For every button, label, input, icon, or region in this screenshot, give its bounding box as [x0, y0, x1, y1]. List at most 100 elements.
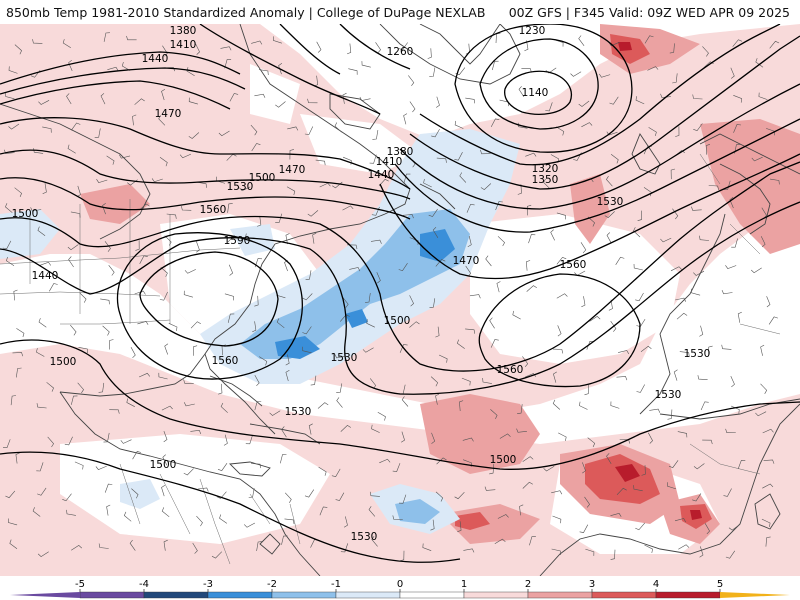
wind-barb — [361, 61, 371, 68]
wind-barb — [132, 451, 142, 460]
wind-barb — [130, 347, 136, 359]
wind-barb — [678, 544, 690, 550]
wind-barb — [725, 550, 736, 559]
wind-barb — [409, 237, 419, 245]
wind-barb — [42, 126, 52, 133]
wind-barb — [14, 44, 22, 55]
wind-barb — [408, 75, 415, 86]
wind-barb — [700, 401, 709, 411]
wind-barb — [699, 325, 704, 337]
wind-barb — [304, 489, 315, 498]
wind-barb — [660, 237, 672, 243]
wind-barb — [462, 437, 474, 442]
wind-barb — [584, 496, 590, 508]
wind-barb — [131, 488, 139, 499]
wind-barb — [32, 39, 43, 44]
warm-anomaly-strong — [455, 34, 712, 530]
wind-barb — [497, 514, 509, 519]
contour-label: 1500 — [384, 315, 411, 327]
wind-barb — [378, 178, 389, 187]
wind-barb — [184, 269, 196, 274]
wind-barb — [39, 261, 52, 266]
wind-barb — [227, 313, 235, 323]
wind-barb — [16, 367, 22, 378]
wind-barb — [522, 481, 533, 489]
wind-barb — [436, 96, 440, 108]
wind-barb — [454, 120, 464, 129]
wind-barb — [604, 211, 615, 218]
wind-barbs — [2, 32, 780, 562]
wind-barb — [554, 39, 564, 47]
contour-label: 1530 — [227, 181, 254, 193]
wind-barb — [308, 423, 313, 435]
wind-barb — [454, 491, 465, 500]
contour-label: 1530 — [331, 352, 358, 364]
wind-barb — [368, 506, 376, 517]
wind-barb — [287, 126, 299, 131]
wind-barb — [599, 73, 611, 78]
wind-barb — [641, 465, 646, 476]
wind-barb — [702, 439, 713, 445]
colorbar-band — [399, 591, 465, 599]
wind-barb — [606, 453, 612, 465]
wind-barb — [516, 428, 527, 433]
wind-barb — [192, 345, 198, 356]
wind-barb — [106, 155, 115, 165]
wind-barb — [186, 67, 195, 76]
wind-barb — [648, 127, 657, 136]
wind-barb — [543, 466, 555, 472]
wind-barb — [436, 457, 447, 465]
wind-barb — [254, 93, 266, 98]
wind-barb — [342, 92, 347, 104]
colorbar-tick-label: -5 — [75, 579, 85, 590]
wind-barb — [218, 383, 223, 395]
wind-barb — [5, 490, 16, 499]
wind-barb — [610, 321, 617, 332]
contour-label: 1560 — [560, 259, 587, 271]
wind-barb — [435, 393, 440, 405]
wind-barb — [693, 123, 703, 132]
wind-barb — [342, 297, 349, 308]
wind-barb — [302, 346, 312, 354]
wind-barb — [725, 428, 736, 434]
wind-barb — [692, 493, 702, 502]
wind-barb — [526, 285, 537, 292]
contour-label: 1230 — [519, 25, 546, 37]
wind-barb — [9, 539, 18, 550]
wind-barb — [183, 468, 194, 476]
colorbar-tick-label: -1 — [331, 579, 341, 590]
wind-barb — [768, 316, 778, 325]
colorbar: -5 -4 -3 -2 -1 0 1 2 3 4 5 — [0, 576, 800, 600]
wind-barb — [480, 183, 492, 190]
wind-barb — [126, 398, 135, 407]
wind-barb — [312, 232, 317, 244]
wind-barb — [5, 92, 15, 100]
wind-barb — [251, 143, 261, 152]
wind-barb — [705, 144, 710, 155]
wind-barb — [14, 187, 22, 198]
wind-barb — [272, 36, 282, 44]
wind-barb — [579, 524, 589, 533]
wind-barb — [579, 401, 588, 410]
wind-barb — [36, 403, 47, 409]
wind-barb — [552, 348, 564, 354]
wind-barb — [644, 35, 654, 44]
colorbar-left-arrow — [10, 592, 80, 598]
wind-barb — [751, 156, 763, 162]
wind-barb — [190, 429, 202, 435]
wind-barb — [403, 173, 411, 183]
wind-barb — [132, 114, 137, 126]
contour-label: 1530 — [684, 348, 711, 360]
wind-barb — [371, 424, 380, 433]
colorbar-svg: -5 -4 -3 -2 -1 0 1 2 3 4 5 — [10, 579, 790, 599]
wind-barb — [254, 258, 263, 268]
wind-barb — [633, 227, 641, 238]
contour-label: 1140 — [522, 87, 549, 99]
wind-barb — [466, 203, 475, 213]
contour-label: 1380 — [170, 25, 197, 37]
wind-barb — [699, 235, 710, 241]
contour-labels: 1380141014401470126012301140138014101440… — [12, 25, 711, 543]
wind-barb — [135, 240, 140, 251]
wind-barb — [284, 518, 295, 524]
wind-barb — [640, 345, 652, 353]
